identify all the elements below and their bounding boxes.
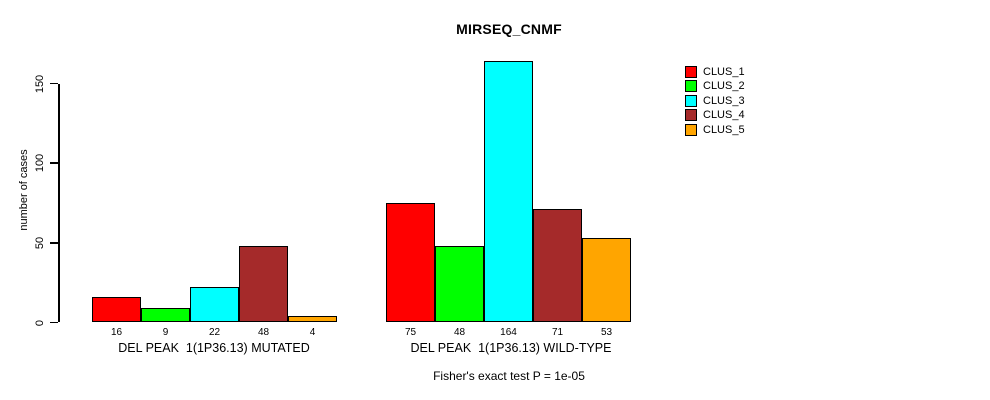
legend-swatch-clus_4 (685, 109, 697, 122)
y-axis-label: number of cases (18, 149, 30, 231)
bar-value-label: 164 (500, 327, 517, 338)
y-axis-tick (50, 162, 58, 164)
bar-value-label: 22 (208, 327, 221, 338)
y-axis-tick-label: 100 (34, 154, 46, 173)
bar-clus_4-group2 (533, 209, 582, 323)
y-axis-tick-label: 0 (34, 319, 46, 326)
legend-entry-clus_1: CLUS_1 (685, 65, 745, 79)
chart-title: MIRSEQ_CNMF (456, 21, 562, 37)
bar-clus_1-group2 (386, 203, 435, 323)
legend-entry-clus_5: CLUS_5 (685, 123, 745, 137)
bar-clus_5-group1 (288, 316, 337, 323)
bar-clus_2-group2 (435, 246, 484, 323)
x-category-label-mutated: DEL PEAK 1(1P36.13) MUTATED (118, 341, 310, 355)
bar-clus_2-group1 (141, 308, 190, 323)
bar-value-label: 71 (551, 327, 564, 338)
bar-value-label: 75 (404, 327, 417, 338)
bar-value-label: 48 (257, 327, 270, 338)
bar-clus_3-group2 (484, 61, 533, 323)
legend-entry-clus_3: CLUS_3 (685, 94, 745, 108)
bar-value-label: 9 (162, 327, 169, 338)
y-axis-line (58, 83, 60, 323)
annotation-text: Fisher's exact test P = 1e-05 (433, 369, 585, 383)
bar-clus_4-group1 (239, 246, 288, 323)
bar-value-label: 48 (453, 327, 466, 338)
legend-swatch-clus_3 (685, 94, 697, 107)
bar-clus_3-group1 (190, 287, 239, 323)
bar-clus_1-group1 (92, 297, 141, 323)
legend-swatch-clus_5 (685, 123, 697, 136)
legend-label: CLUS_3 (703, 94, 745, 107)
y-axis-tick-label: 150 (34, 74, 46, 93)
legend-entry-clus_2: CLUS_2 (685, 79, 745, 93)
legend-label: CLUS_5 (703, 123, 745, 136)
y-axis-tick (50, 242, 58, 244)
legend-label: CLUS_4 (703, 109, 745, 122)
y-axis-tick-label: 50 (34, 236, 46, 249)
legend-swatch-clus_1 (685, 66, 697, 78)
legend-label: CLUS_2 (703, 80, 745, 93)
legend-entry-clus_4: CLUS_4 (685, 108, 745, 122)
x-category-label-wildtype: DEL PEAK 1(1P36.13) WILD-TYPE (410, 341, 612, 355)
bar-value-label: 4 (309, 327, 316, 338)
bar-value-label: 16 (110, 327, 123, 338)
bar-value-label: 53 (600, 327, 613, 338)
y-axis-tick (50, 321, 58, 324)
legend-label: CLUS_1 (703, 66, 745, 78)
y-axis-tick (50, 82, 58, 85)
bar-clus_5-group2 (582, 238, 631, 323)
legend-swatch-clus_2 (685, 80, 697, 93)
